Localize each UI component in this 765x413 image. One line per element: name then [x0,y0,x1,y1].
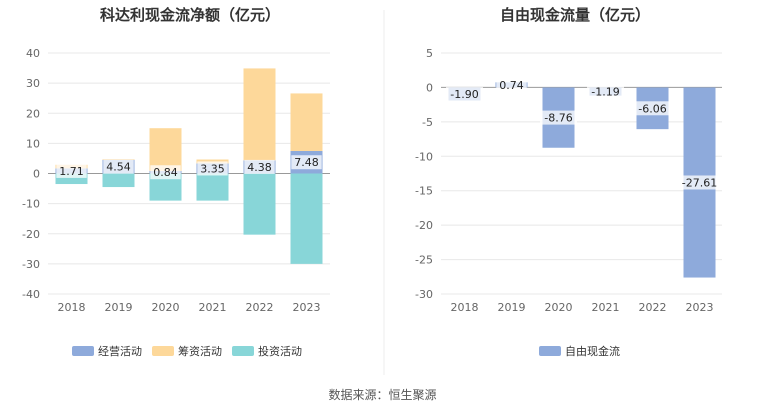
legend-swatch-investing [232,346,254,356]
free-cash-flow-chart: 自由现金流量（亿元） 自由现金流 -30 -25 -20 -15 -10 -5 0 5 2018… [415,6,722,358]
data-label-background [103,159,134,174]
chart-title: 自由现金流量（亿元） [500,6,650,24]
y-tick-label: -10 [22,198,40,211]
y-tick-label: -10 [415,150,433,163]
data-label-background [56,163,87,178]
y-tick-label: 20 [26,107,40,120]
data-label: 3.35 [200,162,225,175]
x-tick-label: 2020 [152,301,180,314]
x-tick-label: 2019 [498,301,526,314]
legend-swatch-financing [152,346,174,356]
bar-investing [196,173,229,201]
bar-financing [102,159,135,160]
data-label: -27.61 [682,176,717,189]
bar-financing [196,159,229,164]
data-label-background [587,84,624,99]
data-label-background [496,77,527,92]
legend: 经营活动 筹资活动 投资活动 [72,344,302,358]
bar-financing [149,128,182,171]
x-tick-label: 2022 [639,301,667,314]
x-tick-label: 2021 [199,301,227,314]
data-label: 1.71 [59,165,84,178]
data-label: 0.84 [153,166,178,179]
data-label: -6.06 [638,102,666,115]
data-label-background [634,101,671,116]
legend-label-operating: 经营活动 [98,344,142,358]
bar-financing [243,68,276,161]
y-tick-label: -20 [415,219,433,232]
bar-investing [290,173,323,264]
x-tick-label: 2020 [545,301,573,314]
data-source-note: 数据来源：恒生聚源 [328,388,437,402]
data-label-background [677,175,722,190]
y-tick-label: -20 [22,228,40,241]
data-label-background [197,161,228,176]
data-label-background [540,110,577,125]
legend-label-financing: 筹资活动 [178,344,222,358]
legend-label-investing: 投资活动 [258,344,302,358]
y-tick-label: -15 [415,185,433,198]
legend-swatch-operating [72,346,94,356]
data-label-background [446,86,483,101]
data-label-background [244,159,275,174]
y-tick-label: -5 [422,116,433,129]
data-label-background [291,155,322,170]
y-tick-label: -40 [22,288,40,301]
cash-flow-net-chart: 科达利现金流净额（亿元） 经营活动 筹资活动 投资活动 -40 -30 -20 -10… [22,6,330,358]
data-label: 4.38 [247,161,272,174]
chart-title: 科达利现金流净额（亿元） [100,6,280,24]
data-label-background [150,165,181,180]
y-tick-label: 0 [33,168,40,181]
y-tick-label: 40 [26,47,40,60]
bar-financing [290,93,323,151]
x-tick-label: 2022 [246,301,274,314]
x-tick-label: 2018 [58,301,86,314]
data-label: -1.19 [591,86,619,99]
x-tick-label: 2023 [686,301,714,314]
bar-investing [243,173,276,235]
legend: 自由现金流 [539,344,620,358]
y-tick-label: 0 [426,81,433,94]
data-label: 4.54 [106,161,131,174]
legend-swatch-free-cash-flow [539,346,561,356]
y-tick-label: -30 [22,258,40,271]
y-tick-label: 10 [26,137,40,150]
y-tick-label: 30 [26,77,40,90]
data-label: -1.90 [450,88,478,101]
y-tick-label: -25 [415,254,433,267]
y-tick-label: -30 [415,288,433,301]
data-label: 7.48 [294,156,319,169]
x-tick-label: 2023 [293,301,321,314]
x-tick-label: 2019 [105,301,133,314]
data-label: 0.74 [499,79,524,92]
data-label: -8.76 [544,112,572,125]
bar-investing [55,173,88,185]
x-tick-label: 2018 [451,301,479,314]
x-tick-label: 2021 [592,301,620,314]
y-tick-label: 5 [426,47,433,60]
bar-investing [102,173,135,188]
legend-label-free-cash-flow: 自由现金流 [565,344,620,358]
